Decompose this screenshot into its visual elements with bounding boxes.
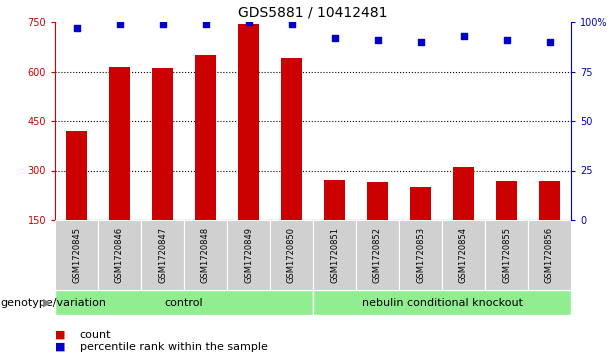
Bar <box>539 181 560 220</box>
Point <box>544 39 554 45</box>
Bar <box>485 220 528 290</box>
Text: GSM1720853: GSM1720853 <box>416 227 425 283</box>
Bar <box>313 290 571 315</box>
Point <box>287 21 297 27</box>
Bar <box>184 220 227 290</box>
Bar <box>367 182 388 220</box>
Text: GSM1720851: GSM1720851 <box>330 227 339 283</box>
Title: GDS5881 / 10412481: GDS5881 / 10412481 <box>238 5 388 20</box>
Bar <box>528 220 571 290</box>
Bar <box>109 66 130 220</box>
Text: GSM1720855: GSM1720855 <box>502 227 511 283</box>
Bar <box>238 24 259 220</box>
Text: nebulin conditional knockout: nebulin conditional knockout <box>362 298 522 307</box>
Bar <box>281 58 302 220</box>
Bar <box>313 220 356 290</box>
Text: ■: ■ <box>55 330 66 340</box>
Bar <box>356 220 399 290</box>
Bar <box>399 220 442 290</box>
Text: GSM1720846: GSM1720846 <box>115 227 124 283</box>
Bar <box>453 167 474 220</box>
Text: GSM1720847: GSM1720847 <box>158 227 167 283</box>
Point <box>501 37 511 43</box>
Point <box>373 37 383 43</box>
Point <box>459 33 468 39</box>
Bar <box>496 181 517 220</box>
Bar <box>409 187 432 220</box>
Point <box>330 35 340 41</box>
Point <box>115 21 124 27</box>
Bar <box>66 131 87 220</box>
Bar <box>195 55 216 220</box>
Point <box>200 21 210 27</box>
Text: GSM1720850: GSM1720850 <box>287 227 296 283</box>
Text: GSM1720854: GSM1720854 <box>459 227 468 283</box>
Text: GSM1720856: GSM1720856 <box>545 227 554 283</box>
Point <box>72 25 82 31</box>
Point <box>158 21 167 27</box>
Bar <box>98 220 141 290</box>
Text: ▶: ▶ <box>44 298 52 307</box>
Bar <box>270 220 313 290</box>
Text: genotype/variation: genotype/variation <box>1 298 107 307</box>
Bar <box>55 220 98 290</box>
Bar <box>152 68 173 220</box>
Point <box>243 19 253 25</box>
Point <box>416 39 425 45</box>
Bar <box>141 220 184 290</box>
Bar <box>227 220 270 290</box>
Text: count: count <box>80 330 111 340</box>
Text: GSM1720848: GSM1720848 <box>201 227 210 283</box>
Text: percentile rank within the sample: percentile rank within the sample <box>80 342 267 352</box>
Text: GSM1720845: GSM1720845 <box>72 227 81 283</box>
Bar <box>324 180 345 220</box>
Text: GSM1720849: GSM1720849 <box>244 227 253 283</box>
Text: control: control <box>165 298 204 307</box>
Text: ■: ■ <box>55 342 66 352</box>
Text: GSM1720852: GSM1720852 <box>373 227 382 283</box>
Bar <box>442 220 485 290</box>
Bar <box>55 290 313 315</box>
